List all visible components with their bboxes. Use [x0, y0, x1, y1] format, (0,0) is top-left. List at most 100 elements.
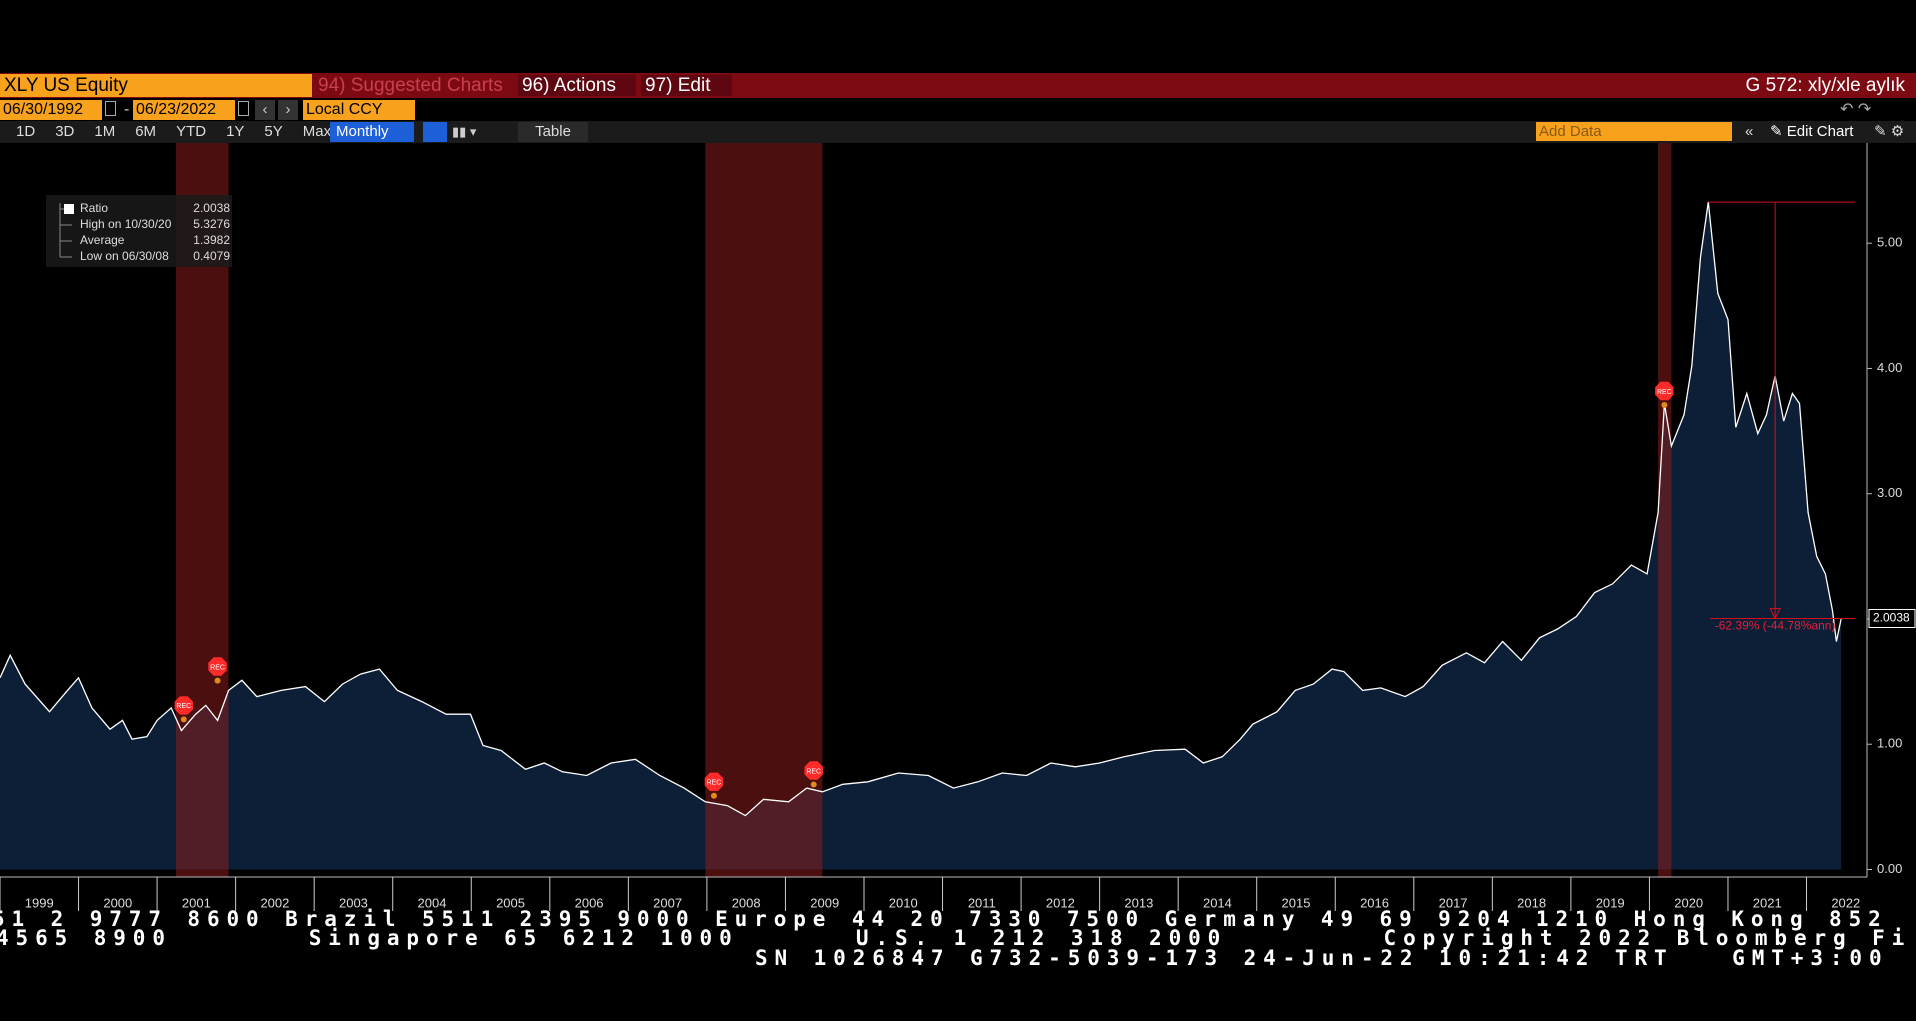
- prev-button[interactable]: ‹: [255, 100, 275, 120]
- x-tick-label: 2018: [1517, 895, 1546, 910]
- x-tick-label: 2020: [1674, 895, 1703, 910]
- legend-label: Ratio: [80, 201, 108, 215]
- last-value-label: 2.0038: [1873, 611, 1910, 625]
- recession-band: [1658, 143, 1672, 877]
- add-data-input[interactable]: Add Data: [1536, 122, 1732, 141]
- end-date[interactable]: 06/23/2022: [133, 100, 235, 120]
- marker-dot: [810, 781, 817, 788]
- x-tick-label: 2008: [732, 895, 761, 910]
- period-button[interactable]: 1Y: [226, 123, 245, 140]
- x-tick-label: 2011: [968, 895, 996, 910]
- footer-line: SN 1026847 G732-5039-173 24-Jun-22 10:21…: [755, 946, 1889, 970]
- suggested-charts[interactable]: 94) Suggested Charts: [318, 75, 503, 96]
- x-tick-label: 2005: [496, 895, 525, 910]
- next-button[interactable]: ›: [278, 100, 298, 120]
- x-tick-label: 2012: [1046, 895, 1075, 910]
- footer-line: 51 2 9777 8600 Brazil 5511 2395 9000 Eur…: [0, 907, 1888, 931]
- start-date[interactable]: 06/30/1992: [0, 100, 102, 120]
- drawdown-label: -62.39% (-44.78%ann): [1715, 619, 1836, 633]
- rec-label: REC: [806, 768, 821, 775]
- rec-label: REC: [707, 780, 722, 787]
- x-tick-label: 2006: [575, 895, 604, 910]
- chart-title: G 572: xly/xle aylık: [1745, 75, 1905, 96]
- y-tick-label: 5.00: [1877, 235, 1902, 250]
- period-buttons: 1D 3D 1M 6M YTD 1Y 5Y Max: [6, 121, 341, 143]
- x-tick-label: 2015: [1282, 895, 1311, 910]
- line: [0, 201, 1842, 817]
- y-tick-label: 1.00: [1877, 736, 1902, 751]
- period-button[interactable]: 1M: [94, 123, 116, 140]
- currency-select[interactable]: Local CCY: [303, 100, 415, 120]
- calendar-icon[interactable]: [105, 101, 116, 116]
- legend-value: 1.3982: [193, 233, 230, 247]
- period-button[interactable]: 6M: [135, 123, 157, 140]
- top-bar: [0, 73, 1916, 98]
- y-tick-label: 0.00: [1877, 861, 1902, 876]
- legend-label: High on 10/30/20: [80, 217, 172, 231]
- y-tick-label: 3.00: [1877, 485, 1902, 500]
- legend-label: Average: [80, 233, 125, 247]
- rec-label: REC: [210, 664, 225, 671]
- x-tick-label: 2007: [653, 895, 682, 910]
- legend-value: 2.0038: [193, 201, 230, 215]
- recession-band: [705, 143, 823, 877]
- footer-line: 4565 8900 Singapore 65 6212 1000 U.S. 1 …: [0, 926, 1912, 950]
- date-row: [0, 99, 1916, 121]
- x-tick-label: 2021: [1753, 895, 1782, 910]
- chart-type-icon[interactable]: ▮▮ ▾: [452, 124, 477, 139]
- x-tick-label: 2013: [1124, 895, 1153, 910]
- x-tick-label: 2009: [810, 895, 839, 910]
- legend-swatch: [64, 204, 74, 214]
- last-value-box: [1868, 608, 1916, 628]
- legend-label: Low on 06/30/08: [80, 249, 169, 263]
- security-input[interactable]: XLY US Equity: [0, 74, 312, 97]
- period-button[interactable]: 3D: [55, 123, 75, 140]
- x-tick-label: 2004: [418, 895, 447, 910]
- rec-marker: [174, 696, 193, 715]
- rec-marker: [1655, 381, 1674, 401]
- table-button[interactable]: Table: [518, 122, 588, 142]
- rec-label: REC: [1657, 389, 1672, 396]
- x-tick-label: 2014: [1203, 895, 1232, 910]
- x-tick-label: 2017: [1439, 895, 1468, 910]
- legend-value: 5.3276: [193, 217, 230, 231]
- x-tick-label: 2016: [1360, 895, 1389, 910]
- rec-marker: [704, 772, 724, 791]
- edit-menu[interactable]: 97) Edit: [641, 75, 732, 96]
- x-tick-label: 2001: [182, 895, 211, 910]
- x-tick-label: 2003: [339, 895, 368, 910]
- x-tick-label: 2022: [1831, 895, 1860, 910]
- period-button[interactable]: YTD: [176, 123, 207, 140]
- line-chart-icon[interactable]: [423, 122, 447, 142]
- actions-menu[interactable]: 96) Actions: [518, 75, 636, 96]
- frequency-select[interactable]: Monthly: [330, 122, 414, 142]
- rec-label: REC: [176, 703, 191, 710]
- marker-dot: [710, 792, 717, 799]
- x-tick-label: 2000: [103, 895, 132, 910]
- edit-chart-button[interactable]: ✎ Edit Chart: [1770, 123, 1854, 140]
- area: [0, 201, 1842, 870]
- chart: 0.001.002.003.004.005.001999200020012002…: [0, 143, 1916, 911]
- undo-redo[interactable]: ↶ ↷: [1840, 101, 1872, 118]
- period-button[interactable]: 1D: [16, 123, 36, 140]
- marker-dot: [180, 716, 187, 723]
- settings-icons[interactable]: ✎ ⚙: [1874, 123, 1905, 140]
- x-tick-label: 2002: [260, 895, 289, 910]
- calendar-icon[interactable]: [238, 101, 249, 116]
- period-button[interactable]: 5Y: [264, 123, 283, 140]
- collapse-button[interactable]: «: [1745, 123, 1754, 140]
- period-button[interactable]: Max: [302, 123, 332, 140]
- x-tick-label: 2010: [889, 895, 918, 910]
- edit-chart-label: Edit Chart: [1786, 123, 1854, 140]
- rec-marker: [804, 761, 823, 780]
- marker-dot: [214, 677, 221, 684]
- legend-box: [46, 195, 232, 267]
- rec-marker: [208, 657, 227, 676]
- date-separator: -: [124, 101, 130, 118]
- x-tick-label: 1999: [25, 895, 54, 910]
- x-tick-label: 2019: [1596, 895, 1625, 910]
- arrow-head: [1769, 607, 1781, 620]
- y-tick-label: 4.00: [1877, 360, 1902, 375]
- marker-dot: [1661, 402, 1668, 409]
